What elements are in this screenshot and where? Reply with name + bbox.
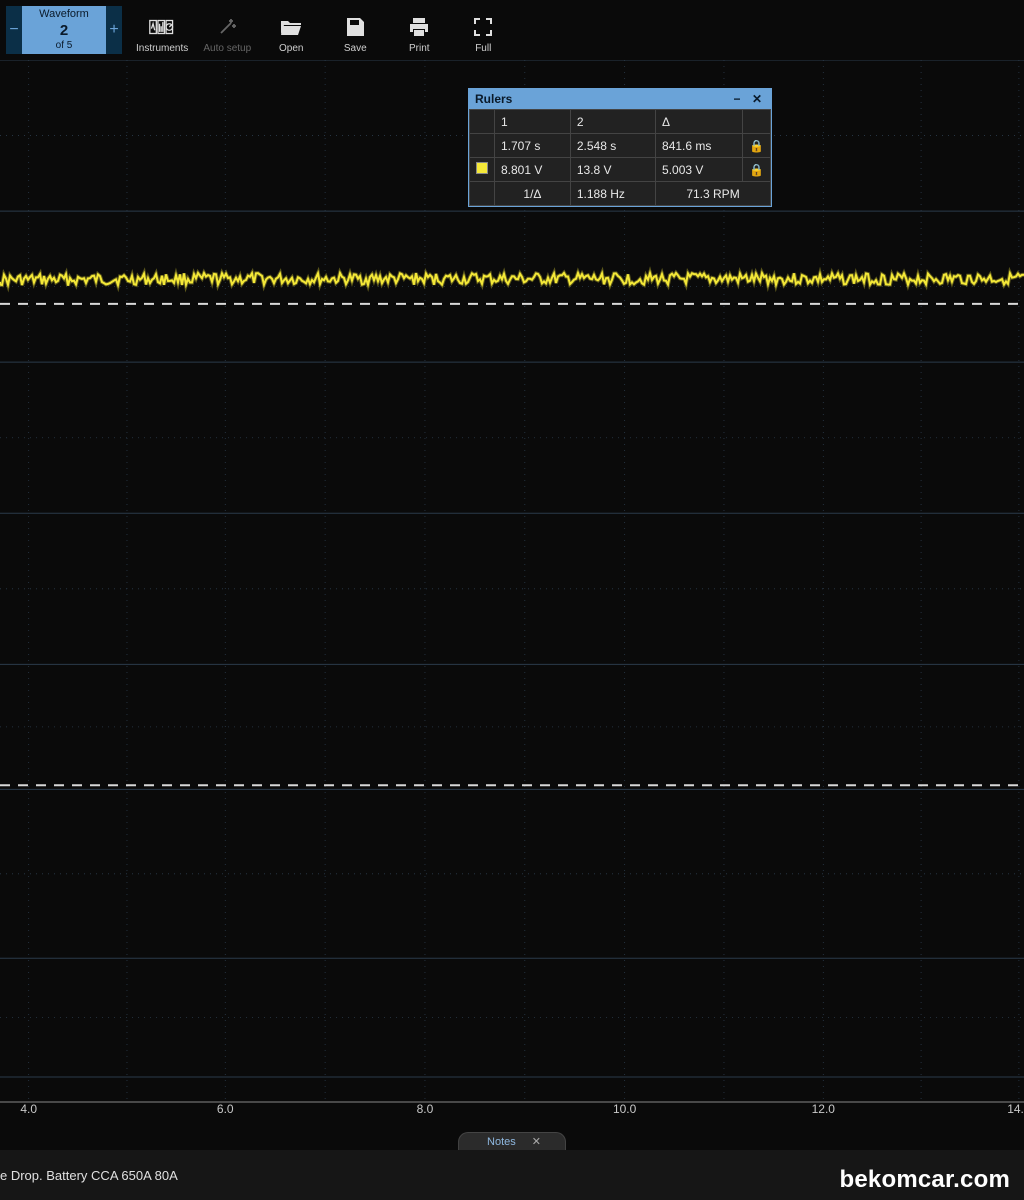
rulers-title: Rulers xyxy=(475,92,512,106)
volt-ruler-2: 13.8 V xyxy=(570,158,655,182)
waveform-total: of 5 xyxy=(56,40,73,52)
rulers-col3-header: Δ xyxy=(656,110,743,134)
folder-open-icon xyxy=(277,15,305,39)
open-label: Open xyxy=(279,43,303,54)
notes-tab[interactable]: Notes ✕ xyxy=(458,1132,566,1150)
instruments-button[interactable]: Instruments xyxy=(136,6,188,54)
rulers-header[interactable]: Rulers − ✕ xyxy=(469,89,771,109)
x-tick-label: 6.0 xyxy=(217,1102,234,1116)
waveform-next-button[interactable]: + xyxy=(106,6,122,54)
wand-icon xyxy=(213,15,241,39)
print-button[interactable]: Print xyxy=(394,6,444,54)
x-tick-label: 10.0 xyxy=(613,1102,636,1116)
print-icon xyxy=(405,15,433,39)
toolbar: − Waveform 2 of 5 + Instruments Auto set… xyxy=(0,0,1024,60)
lock-icon[interactable]: 🔒 xyxy=(743,158,771,182)
print-label: Print xyxy=(409,43,430,54)
volt-ruler-1: 8.801 V xyxy=(495,158,571,182)
lock-icon[interactable]: 🔒 xyxy=(743,134,771,158)
x-tick-label: 8.0 xyxy=(417,1102,434,1116)
instruments-label: Instruments xyxy=(136,43,188,54)
notes-close-icon[interactable]: ✕ xyxy=(532,1135,541,1148)
open-button[interactable]: Open xyxy=(266,6,316,54)
auto-setup-button[interactable]: Auto setup xyxy=(202,6,252,54)
full-button[interactable]: Full xyxy=(458,6,508,54)
x-tick-label: 14.0 xyxy=(1007,1102,1024,1116)
x-tick-label: 12.0 xyxy=(812,1102,835,1116)
volt-ruler-delta: 5.003 V xyxy=(656,158,743,182)
waveform-title: Waveform xyxy=(39,8,89,21)
status-bar: Notes ✕ e Drop. Battery CCA 650A 80A bek… xyxy=(0,1150,1024,1200)
rulers-table: 1 2 Δ 1.707 s 2.548 s 841.6 ms 🔒 8.801 V… xyxy=(469,109,771,206)
x-axis-labels: 4.0 6.0 8.0 10.0 12.0 14.0 xyxy=(0,1102,1024,1122)
rulers-col1-header: 1 xyxy=(495,110,571,134)
full-label: Full xyxy=(475,43,491,54)
waveform-indicator[interactable]: Waveform 2 of 5 xyxy=(22,6,106,54)
rulers-col2-header: 2 xyxy=(570,110,655,134)
oscilloscope-graph[interactable]: 4.0 6.0 8.0 10.0 12.0 14.0 xyxy=(0,60,1024,1126)
freq-hz: 1.188 Hz xyxy=(570,182,655,206)
auto-setup-label: Auto setup xyxy=(203,43,251,54)
channel-color-icon xyxy=(476,162,488,174)
time-ruler-2: 2.548 s xyxy=(570,134,655,158)
watermark: bekomcar.com xyxy=(840,1166,1010,1194)
save-label: Save xyxy=(344,43,367,54)
notes-label: Notes xyxy=(487,1136,516,1148)
freq-label: 1/Δ xyxy=(495,182,571,206)
save-button[interactable]: Save xyxy=(330,6,380,54)
fullscreen-icon xyxy=(469,15,497,39)
grid-svg xyxy=(0,60,1024,1126)
x-tick-label: 4.0 xyxy=(20,1102,37,1116)
waveform-nav: − Waveform 2 of 5 + xyxy=(6,6,122,54)
save-icon xyxy=(341,15,369,39)
status-text: e Drop. Battery CCA 650A 80A xyxy=(0,1168,178,1183)
freq-rpm: 71.3 RPM xyxy=(656,182,771,206)
rulers-panel[interactable]: Rulers − ✕ 1 2 Δ 1.707 s 2.548 s 841.6 m… xyxy=(468,88,772,207)
time-ruler-1: 1.707 s xyxy=(495,134,571,158)
instruments-icon xyxy=(148,15,176,39)
minimize-icon[interactable]: − xyxy=(729,92,745,106)
waveform-number: 2 xyxy=(60,22,68,40)
waveform-prev-button[interactable]: − xyxy=(6,6,22,54)
close-icon[interactable]: ✕ xyxy=(749,92,765,106)
time-ruler-delta: 841.6 ms xyxy=(656,134,743,158)
